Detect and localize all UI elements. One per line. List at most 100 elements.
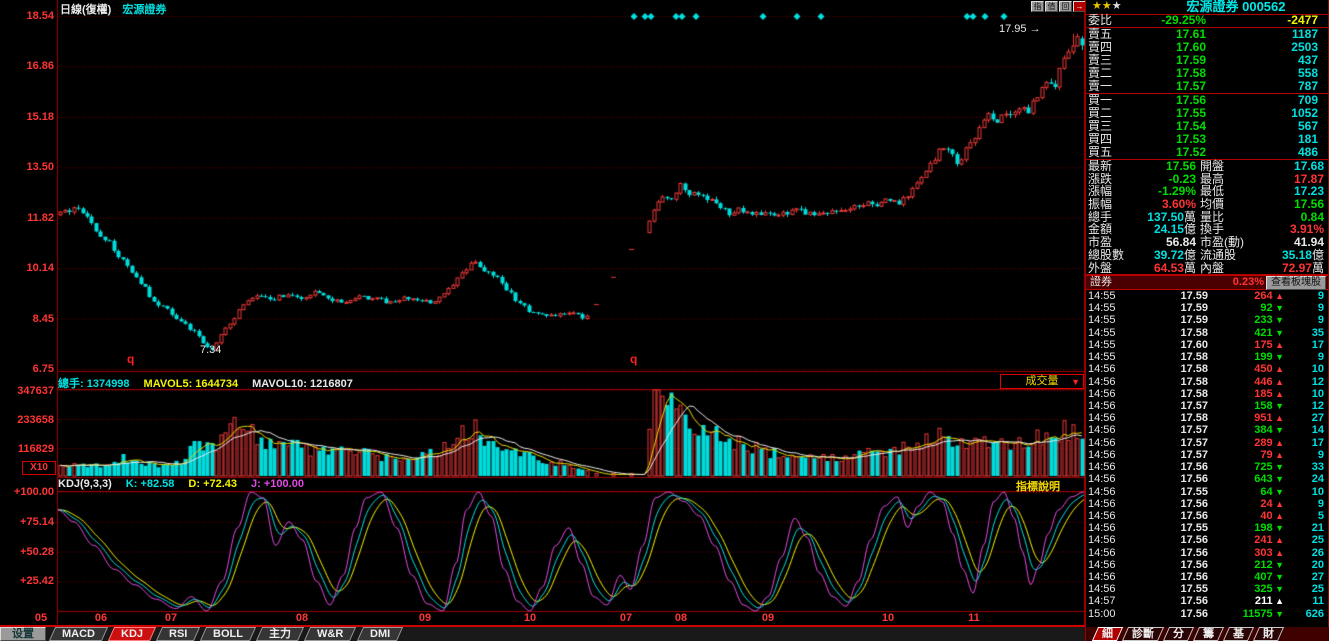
- chart-stock-name: 宏源證券: [122, 4, 167, 16]
- arrow-up-icon: ▲: [1272, 364, 1284, 375]
- kdj-tick-label: +50.28: [20, 545, 54, 558]
- stat-value: 0.84: [1250, 210, 1324, 224]
- tick-volume-number: 951: [1254, 412, 1273, 425]
- month-tick-label: 05: [34, 612, 48, 624]
- tick-time: 14:56: [1088, 461, 1116, 474]
- bid-volume: 181: [1297, 132, 1318, 146]
- ask-label: 賣五: [1088, 27, 1113, 41]
- bid-label: 買三: [1088, 119, 1113, 133]
- month-tick-label: 09: [418, 612, 432, 624]
- tab-macd[interactable]: MACD: [48, 627, 109, 641]
- tick-volume-number: 421: [1254, 326, 1273, 339]
- stat-row: 金額 24.15億 換手 3.91%: [1086, 223, 1328, 236]
- detail-tab-財[interactable]: 財: [1252, 627, 1285, 641]
- ask-label: 賣三: [1088, 53, 1113, 67]
- tick-row: 14:56 17.56 725 ▼ 33: [1086, 461, 1328, 473]
- tick-time: 14:55: [1088, 351, 1116, 364]
- tick-count: 27: [1311, 571, 1324, 584]
- price-tick-label: 18.54: [26, 10, 54, 22]
- tab-label: RSI: [169, 628, 188, 640]
- weibi-value: -2477: [1287, 13, 1318, 27]
- sector-bar: 證券 0.23% 查看板塊股: [1086, 275, 1328, 290]
- indicator-help-link[interactable]: 指標說明: [1016, 481, 1060, 493]
- tab-label: MACD: [62, 628, 95, 640]
- detail-tab-細[interactable]: 細: [1091, 627, 1124, 641]
- ask-row[interactable]: 賣四 17.60 2503: [1086, 41, 1328, 54]
- tick-volume-number: 40: [1260, 509, 1273, 522]
- stat-label: 漲跌: [1088, 171, 1113, 186]
- bid-price: 17.52: [1175, 145, 1206, 159]
- view-sector-button[interactable]: 查看板塊股: [1266, 276, 1326, 290]
- stat-number: 17.68: [1293, 159, 1324, 173]
- price-tick-label: 8.45: [32, 312, 54, 325]
- tab-kdj[interactable]: KDJ: [107, 627, 157, 641]
- ask-row[interactable]: 賣二 17.58 558: [1086, 67, 1328, 80]
- tab-dmi[interactable]: DMI: [356, 627, 403, 641]
- kdj-tick-label: +25.42: [20, 575, 54, 588]
- arrow-down-icon: ▼: [1272, 523, 1284, 534]
- tick-row: 14:55 17.59 92 ▼ 9: [1086, 302, 1328, 314]
- stat-number: 72.97: [1281, 260, 1312, 275]
- stat-label: 量比: [1200, 209, 1225, 224]
- bid-row[interactable]: 買三 17.54 567: [1086, 120, 1328, 133]
- ask-price: 17.59: [1175, 53, 1206, 67]
- ask-book: 賣五 17.61 1187 賣四 17.60 2503 賣三 17.59 437 賣二 17.58 5…: [1086, 28, 1328, 94]
- tick-time: 14:56: [1088, 534, 1116, 547]
- tick-count: 5: [1317, 509, 1324, 522]
- chart-mini-toolbar: 指值回 →: [1030, 1, 1086, 12]
- price-tick-label: 16.86: [26, 60, 54, 73]
- stat-row: 市盈 56.84 市盈(動) 41.94: [1086, 236, 1328, 249]
- tick-count: 9: [1317, 314, 1324, 327]
- mini-toolbar-button[interactable]: 回: [1059, 1, 1072, 12]
- ask-volume: 2503: [1291, 40, 1318, 54]
- mini-toolbar-button[interactable]: 指: [1031, 1, 1044, 12]
- bid-label: 買一: [1088, 93, 1113, 107]
- tick-time: 14:56: [1088, 387, 1116, 400]
- bid-row[interactable]: 買一 17.56 709: [1086, 94, 1328, 107]
- tab-主力[interactable]: 主力: [256, 627, 305, 641]
- ask-row[interactable]: 賣三 17.59 437: [1086, 54, 1328, 67]
- bid-price: 17.55: [1175, 106, 1206, 120]
- bid-row[interactable]: 買二 17.55 1052: [1086, 107, 1328, 120]
- bid-row[interactable]: 買五 17.52 486: [1086, 146, 1328, 159]
- tick-volume-number: 212: [1254, 558, 1273, 571]
- volume-tick-label: 116829: [17, 443, 54, 455]
- detail-tab-基[interactable]: 基: [1222, 627, 1255, 641]
- tab-boll[interactable]: BOLL: [200, 627, 257, 641]
- kdj-tick-label: +75.14: [20, 515, 54, 528]
- stat-label: 流通股: [1200, 247, 1237, 262]
- mini-toolbar-button[interactable]: 值: [1045, 1, 1058, 12]
- chart-canvas[interactable]: [0, 0, 1085, 627]
- tab-w&r[interactable]: W&R: [304, 627, 357, 641]
- stat-value: 39.72億: [1124, 248, 1196, 262]
- ask-row[interactable]: 賣一 17.57 787: [1086, 80, 1328, 93]
- tick-price: 17.56: [1180, 558, 1208, 571]
- stat-row: 最新 17.56 開盤 17.68: [1086, 160, 1328, 173]
- arrow-down-icon: ▼: [1272, 303, 1284, 314]
- tab-rsi[interactable]: RSI: [155, 627, 201, 641]
- stat-row: 總手 137.50萬 量比 0.84: [1086, 209, 1328, 224]
- settings-button[interactable]: 设置: [0, 627, 46, 641]
- stat-unit: 億: [1183, 222, 1196, 237]
- tick-volume-number: 11575: [1242, 607, 1273, 620]
- tick-count: 9: [1317, 351, 1324, 364]
- ask-row[interactable]: 賣五 17.61 1187: [1086, 28, 1328, 41]
- arrow-up-icon: ▲: [1272, 376, 1284, 387]
- arrow-down-icon: ▼: [1272, 474, 1284, 485]
- tick-count: 21: [1311, 522, 1324, 535]
- detail-tab-籌[interactable]: 籌: [1192, 627, 1225, 641]
- stat-label: 市盈(動): [1200, 235, 1244, 250]
- tick-price: 17.58: [1180, 326, 1208, 339]
- detail-tab-分[interactable]: 分: [1162, 627, 1195, 641]
- bid-row[interactable]: 買四 17.53 181: [1086, 133, 1328, 146]
- stat-number: 24.15: [1153, 222, 1184, 237]
- detail-tab-診斷[interactable]: 診斷: [1121, 627, 1165, 641]
- tick-price: 17.57: [1180, 436, 1208, 449]
- stat-number: 17.56: [1165, 159, 1196, 173]
- tick-volume-number: 79: [1260, 448, 1273, 461]
- weibi-pct: -29.25%: [1161, 13, 1206, 27]
- tick-time: 14:56: [1088, 497, 1116, 510]
- tick-time: 14:56: [1088, 424, 1116, 437]
- indicator-dropdown[interactable]: 成交量 ▼: [1000, 374, 1084, 389]
- stat-value: 17.56: [1250, 198, 1324, 211]
